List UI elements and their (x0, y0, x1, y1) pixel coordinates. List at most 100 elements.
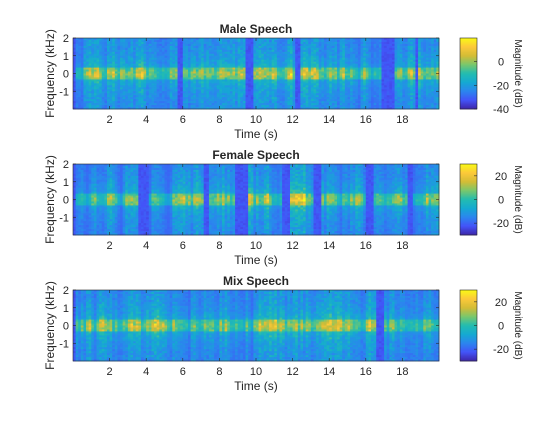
spectrogram-cell (211, 43, 215, 47)
spectrogram-cell (206, 39, 210, 43)
spectrogram-cell (120, 41, 124, 45)
spectrogram-cell (185, 71, 189, 74)
spectrogram-cell (148, 95, 152, 98)
spectrogram-cell (159, 67, 163, 70)
spectrogram-cell (185, 89, 189, 92)
spectrogram-cell (146, 83, 150, 86)
spectrogram-cell (106, 83, 110, 86)
spectrogram-cell (135, 85, 139, 88)
spectrogram-cell (172, 38, 176, 41)
spectrogram-cell (88, 49, 92, 53)
spectrogram-cell (122, 57, 126, 61)
spectrogram-cell (216, 105, 220, 108)
spectrogram-cell (91, 75, 95, 78)
spectrogram-cell (135, 41, 139, 45)
spectrogram-cell (159, 61, 163, 65)
spectrogram-cell (193, 43, 197, 47)
spectrogram-cell (156, 67, 160, 70)
spectrogram-cell (172, 91, 176, 94)
spectrogram-cell (91, 97, 95, 100)
spectrogram-cell (96, 81, 100, 84)
spectrogram-cell (198, 55, 202, 59)
spectrogram-cell (114, 99, 118, 102)
spectrogram-cell (190, 67, 194, 70)
spectrogram-cell (174, 55, 178, 59)
spectrogram-cell (143, 55, 147, 59)
spectrogram-cell (83, 77, 87, 80)
spectrogram-cell (86, 101, 90, 104)
spectrogram-cell (174, 43, 178, 47)
spectrogram-cell (114, 49, 118, 53)
spectrogram-cell (193, 47, 197, 51)
spectrogram-cell (122, 91, 126, 94)
spectrogram-cell (219, 79, 223, 82)
spectrogram-cell (211, 61, 215, 65)
spectrogram-cell (104, 65, 108, 68)
spectrogram-cell (140, 79, 144, 82)
spectrogram-cell (154, 73, 158, 76)
spectrogram-cell (211, 75, 215, 78)
spectrogram-cell (174, 61, 178, 65)
spectrogram-cell (185, 38, 189, 41)
spectrogram-cell (122, 39, 126, 43)
spectrogram-cell (182, 69, 186, 72)
spectrogram-cell (109, 79, 113, 82)
spectrogram-cell (114, 103, 118, 106)
spectrogram-cell (93, 39, 97, 43)
spectrogram-cell (140, 53, 144, 57)
spectrogram-cell (125, 65, 129, 68)
spectrogram-cell (203, 55, 207, 59)
spectrogram-cell (177, 47, 181, 51)
spectrogram-cell (109, 91, 113, 94)
spectrogram-cell (135, 93, 139, 96)
spectrogram-cell (177, 71, 181, 74)
spectrogram-cell (99, 39, 103, 43)
spectrogram-cell (219, 49, 223, 53)
spectrogram-cell (216, 89, 220, 92)
spectrogram-cell (143, 93, 147, 96)
spectrogram-cell (138, 81, 142, 84)
spectrogram-cell (154, 79, 158, 82)
spectrogram-cell (214, 77, 218, 80)
spectrogram-cell (117, 79, 121, 82)
spectrogram-cell (151, 77, 155, 80)
spectrogram-cell (143, 61, 147, 65)
spectrogram-cell (101, 99, 105, 102)
spectrogram-cell (127, 83, 131, 86)
spectrogram-cell (206, 71, 210, 74)
spectrogram-cell (182, 55, 186, 59)
spectrogram-cell (211, 39, 215, 43)
spectrogram-cell (211, 73, 215, 76)
spectrogram-cell (195, 99, 199, 102)
spectrogram-cell (88, 87, 92, 90)
spectrogram-cell (216, 79, 220, 82)
spectrogram-cell (140, 45, 144, 49)
spectrogram-cell (120, 57, 124, 61)
spectrogram-cell (75, 95, 79, 98)
spectrogram-cell (208, 41, 212, 45)
spectrogram-cell (104, 91, 108, 94)
spectrogram-cell (133, 95, 137, 98)
spectrogram-cell (101, 81, 105, 84)
spectrogram-cell (172, 93, 176, 96)
spectrogram-cell (86, 75, 90, 78)
spectrogram-cell (138, 51, 142, 55)
spectrogram-cell (203, 41, 207, 45)
spectrogram-cell (172, 59, 176, 63)
spectrogram-cell (154, 59, 158, 63)
spectrogram-cell (193, 67, 197, 70)
spectrogram-cell (172, 79, 176, 82)
spectrogram-cell (195, 61, 199, 65)
spectrogram-cell (133, 47, 137, 51)
spectrogram-cell (80, 103, 84, 106)
spectrogram-cell (114, 93, 118, 96)
spectrogram-cell (156, 83, 160, 86)
spectrogram-cell (211, 81, 215, 84)
spectrogram-cell (88, 63, 92, 67)
spectrogram-cell (88, 69, 92, 72)
spectrogram-cell (140, 47, 144, 51)
spectrogram-cell (112, 79, 116, 82)
spectrogram-cell (96, 85, 100, 88)
spectrogram-cell (195, 103, 199, 106)
spectrogram-cell (208, 93, 212, 96)
